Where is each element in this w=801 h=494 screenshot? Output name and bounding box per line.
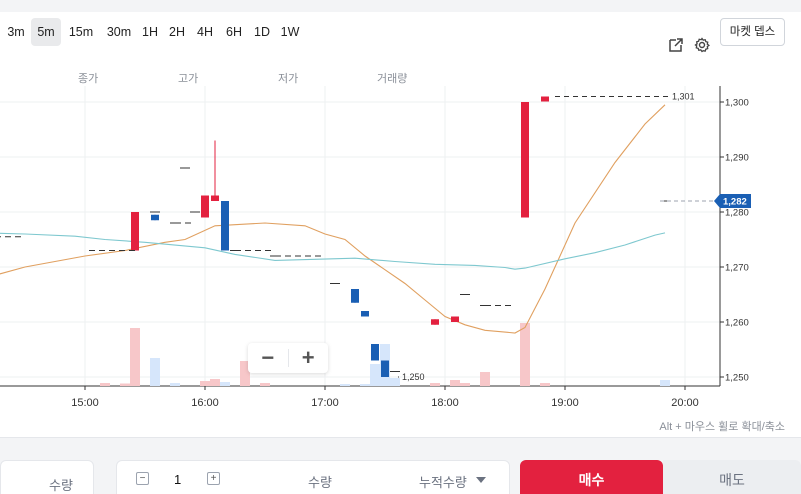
zoom-in-button[interactable]: + (301, 345, 315, 370)
column-header: 저가 (278, 73, 299, 85)
timeframe-1w[interactable]: 1W (280, 25, 300, 39)
candle-down (151, 214, 159, 221)
volume-bar (520, 323, 530, 386)
volume-bar (210, 379, 220, 386)
current-price-badge (714, 194, 751, 208)
order-card (116, 460, 510, 494)
zoom-control: − + (248, 343, 328, 373)
y-tick-label: 1,290 (725, 153, 749, 164)
timeframe-toolbar: 3m 5m 15m 30m 1H 2H 4H 6H 1D 1W (0, 18, 801, 46)
timeframe-1d[interactable]: 1D (254, 25, 270, 39)
volume-bar (240, 361, 250, 386)
x-tick-label: 18:00 (431, 397, 459, 409)
column-header: 거래량 (377, 73, 408, 85)
quantity-label: 수량 (49, 478, 73, 493)
candle-up (201, 195, 209, 218)
x-tick-label: 17:00 (311, 397, 339, 409)
volume-bar (430, 383, 440, 386)
order-panel: 수량 − 1 + 수량 누적수량 매수 매도 (0, 460, 801, 494)
volume-bar (220, 382, 230, 386)
candle-down (381, 360, 389, 377)
y-tick-label: 1,250 (725, 373, 749, 384)
current-price-label: 1,282 (723, 197, 747, 208)
ma-line-teal (0, 232, 666, 270)
quantity-card: 수량 (0, 460, 94, 494)
timeframe-30m[interactable]: 30m (106, 25, 132, 39)
y-tick-label: 1,280 (725, 208, 749, 219)
timeframe-5m[interactable]: 5m (31, 18, 61, 46)
timeframe-6h[interactable]: 6H (226, 25, 242, 39)
volume-bar (170, 383, 180, 386)
x-tick-label: 15:00 (71, 397, 99, 409)
candle-down (221, 201, 229, 251)
volume-bar (200, 381, 210, 386)
market-depth-button[interactable]: 마켓 뎁스 (720, 18, 785, 46)
volume-bar (480, 372, 490, 386)
zoom-divider (287, 349, 289, 367)
candle-up (431, 319, 439, 325)
volume-bar (150, 358, 160, 386)
gear-icon[interactable] (692, 35, 712, 55)
candle-down (361, 311, 369, 317)
timeframe-1h[interactable]: 1H (142, 25, 158, 39)
stepper-minus-button[interactable]: − (136, 472, 149, 485)
volume-bar (390, 378, 400, 386)
y-tick-label: 1,270 (725, 263, 749, 274)
external-link-icon[interactable] (666, 35, 686, 55)
timeframe-15m[interactable]: 15m (68, 25, 94, 39)
x-tick-label: 20:00 (671, 397, 699, 409)
candle-up (541, 96, 549, 102)
cumulative-quantity-dropdown[interactable]: 누적수량 (419, 475, 467, 490)
volume-bar (540, 383, 550, 386)
y-tick-label: 1,300 (725, 98, 749, 109)
volume-bar (450, 380, 460, 386)
timeframe-3m[interactable]: 3m (7, 25, 25, 39)
timeframe-4h[interactable]: 4H (197, 25, 213, 39)
annotation-label: 1,301 (672, 92, 695, 102)
timeframe-2h[interactable]: 2H (169, 25, 185, 39)
volume-bar (460, 383, 470, 386)
candle-up (521, 102, 529, 218)
volume-bar (340, 384, 350, 386)
volume-bar (120, 383, 130, 386)
x-tick-label: 19:00 (551, 397, 579, 409)
candle-up (131, 212, 139, 251)
price-chart[interactable]: 1,301 1,250 1,282 1,250 1,260 1,270 1,280 1,290… (0, 0, 801, 440)
volume-bar (260, 383, 270, 386)
volume-bar (660, 380, 670, 386)
top-strip (0, 0, 801, 12)
column-header: 종가 (78, 73, 99, 85)
y-tick-label: 1,260 (725, 318, 749, 329)
volume-bar (360, 384, 370, 386)
column-header: 고가 (178, 73, 199, 85)
volume-bar (130, 328, 140, 386)
zoom-hint: Alt + 마우스 휠로 확대/축소 (659, 421, 785, 433)
volume-bar (100, 383, 110, 386)
candle-up (451, 316, 459, 322)
chevron-down-icon[interactable] (476, 477, 486, 483)
quantity-stepper-value[interactable]: 1 (174, 472, 182, 487)
annotation-label: 1,250 (402, 372, 425, 382)
buy-button[interactable]: 매수 (520, 460, 663, 494)
candle-up (211, 195, 219, 201)
sell-button[interactable]: 매도 (663, 460, 801, 494)
x-tick-label: 16:00 (191, 397, 219, 409)
volume-bar (370, 364, 380, 386)
order-quantity-label: 수량 (308, 475, 332, 490)
zoom-out-button[interactable]: − (261, 345, 275, 370)
candle-down (371, 344, 379, 361)
candle-down (351, 289, 359, 303)
stepper-plus-button[interactable]: + (207, 472, 220, 485)
